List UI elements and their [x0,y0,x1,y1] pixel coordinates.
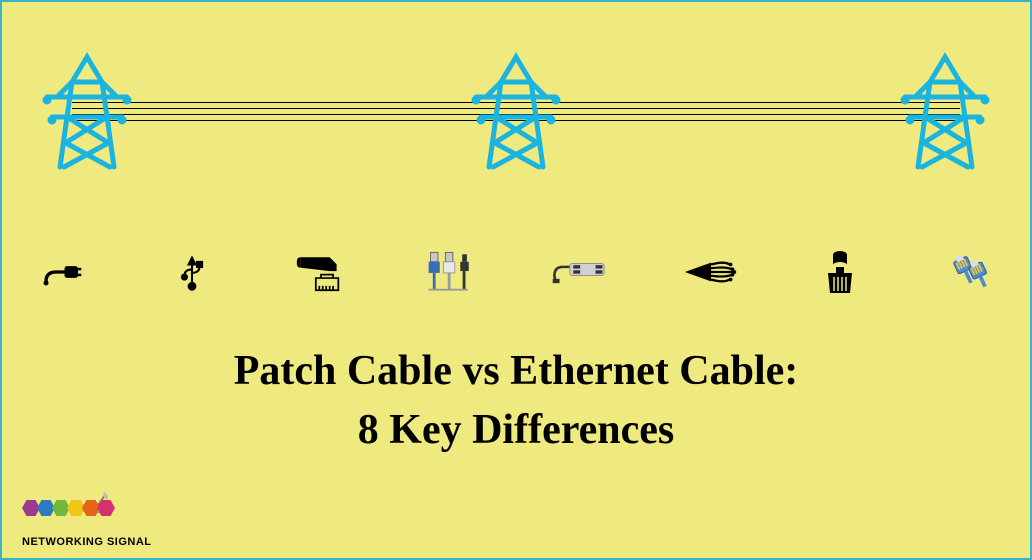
title-line-1: Patch Cable vs Ethernet Cable: [2,342,1030,401]
connector-icon [810,242,870,302]
ethernet-cables-icon [940,242,1000,302]
usb-cables-icon [421,242,481,302]
adapter-icon [551,242,611,302]
usb-icon [162,242,222,302]
title-line-2: 8 Key Differences [2,401,1030,460]
towers-section [42,52,990,192]
icons-row [32,242,1000,302]
logo-text: NETWORKING SIGNAL [22,536,152,548]
plug-icon [32,242,92,302]
transmission-tower-icon [900,52,990,172]
logo-hexagons [22,500,112,516]
fiber-icon [681,242,741,302]
transmission-tower-icon [471,52,561,172]
title-block: Patch Cable vs Ethernet Cable: 8 Key Dif… [2,342,1030,460]
transmission-tower-icon [42,52,132,172]
logo: NETWORKING SIGNAL [22,488,192,548]
rj45-icon [291,242,351,302]
